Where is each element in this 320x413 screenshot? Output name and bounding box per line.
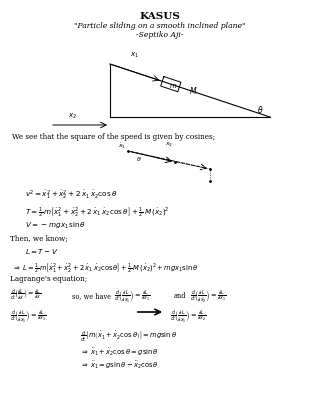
Text: $\frac{d}{dt}\!\left(\frac{\partial L}{\partial \dot{x}_1}\right) = \frac{\parti: $\frac{d}{dt}\!\left(\frac{\partial L}{\… [170,307,206,323]
Text: Then, we know;: Then, we know; [10,235,68,242]
Text: $\Rightarrow\; \ddot{x}_1 = g\sin\theta - \ddot{x}_2\cos\theta$: $\Rightarrow\; \ddot{x}_1 = g\sin\theta … [80,358,159,370]
Text: $\frac{d}{dt}\left[m\left(\dot{x}_1 + \dot{x}_2\cos\theta\right)\right] = mg\sin: $\frac{d}{dt}\left[m\left(\dot{x}_1 + \d… [80,329,177,344]
Text: $\frac{d}{dt}\!\left(\frac{\partial L}{\partial \dot{x}_1}\right) = \frac{\parti: $\frac{d}{dt}\!\left(\frac{\partial L}{\… [114,287,150,303]
Text: $\theta$: $\theta$ [257,104,263,115]
Text: and: and [174,291,187,299]
Text: $\Rightarrow\; L = \frac{1}{2}\,m\left[\dot{x}_1^2 + \dot{x}_2^2 + 2\,\dot{x}_1\: $\Rightarrow\; L = \frac{1}{2}\,m\left[\… [12,260,199,274]
Text: We see that the square of the speed is given by cosines;: We see that the square of the speed is g… [12,133,215,141]
Text: "Particle sliding on a smooth inclined plane": "Particle sliding on a smooth inclined p… [74,22,246,30]
Text: $\frac{d}{dt}\!\left(\frac{\partial L}{\partial \dot{x}_2}\right) = \frac{\parti: $\frac{d}{dt}\!\left(\frac{\partial L}{\… [190,287,226,303]
Text: $\frac{d}{dt}\!\left(\frac{\partial L}{\partial \dot{x}_1}\right) = \frac{\parti: $\frac{d}{dt}\!\left(\frac{\partial L}{\… [10,307,46,323]
Text: Lagrange's equation;: Lagrange's equation; [10,274,87,282]
Text: $\dot{x}_2$: $\dot{x}_2$ [165,139,173,149]
Text: $\frac{d}{dt}\!\left(\frac{\partial L}{\partial \dot{x}}\right) = \frac{\partial: $\frac{d}{dt}\!\left(\frac{\partial L}{\… [10,287,42,302]
Text: $\dot{x}_1$: $\dot{x}_1$ [118,141,126,151]
Text: so, we have: so, we have [72,291,111,299]
Text: $\theta$: $\theta$ [136,154,142,163]
Text: $m$: $m$ [169,82,177,90]
Text: $v^2 = \dot{x}_1^2 + \dot{x}_2^2 + 2\,\dot{x}_1\,\dot{x}_2 \cos\theta$: $v^2 = \dot{x}_1^2 + \dot{x}_2^2 + 2\,\d… [25,188,117,200]
Text: $\Rightarrow\; \ddot{x}_1 + \ddot{x}_2\cos\theta = g\sin\theta$: $\Rightarrow\; \ddot{x}_1 + \ddot{x}_2\c… [80,345,159,357]
Text: $T = \frac{1}{2}\,m\left[\dot{x}_1^2 + \dot{x}_2^2 + 2\,\dot{x}_1\,\dot{x}_2 \co: $T = \frac{1}{2}\,m\left[\dot{x}_1^2 + \… [25,204,170,218]
Text: $x_2$: $x_2$ [68,112,76,121]
Text: KASUS: KASUS [140,12,180,21]
Text: $M$: $M$ [189,84,197,95]
Text: $V = -\,mgx_1\sin\theta$: $V = -\,mgx_1\sin\theta$ [25,221,86,230]
Text: $L = T - V$: $L = T - V$ [25,247,59,255]
Text: $x_1$: $x_1$ [130,51,139,60]
Text: -Septiko Aji-: -Septiko Aji- [136,31,184,39]
